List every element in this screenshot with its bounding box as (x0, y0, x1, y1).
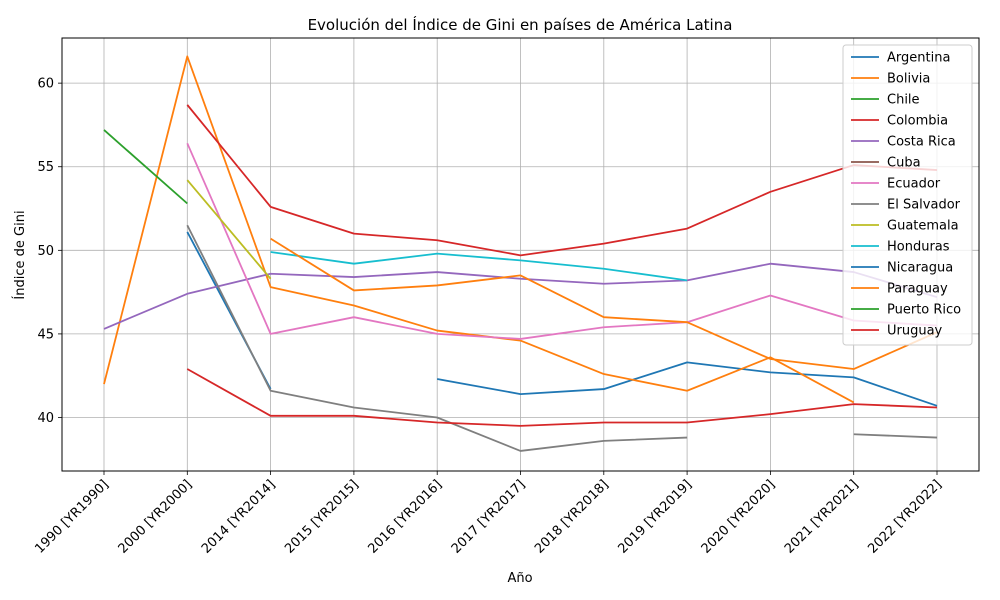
series-line-segment (103, 55, 855, 404)
series-el-salvador (186, 224, 938, 452)
series-line-segment (270, 237, 938, 370)
series-layer (103, 55, 938, 452)
legend-item: Nicaragua (851, 261, 953, 276)
series-line-segment (186, 142, 938, 340)
x-tick-label: 2017 [YR2017] (449, 477, 528, 556)
legend-item: Bolivia (851, 72, 930, 87)
legend-label: Uruguay (887, 324, 943, 339)
legend-label: Honduras (887, 240, 950, 255)
x-tick-label: 2021 [YR2021] (782, 477, 861, 556)
series-line-segment (103, 262, 938, 330)
series-costa-rica (103, 262, 938, 330)
legend-item: Ecuador (851, 177, 941, 192)
series-chile (103, 129, 188, 205)
series-line-segment (103, 129, 188, 205)
tick-layer: 1990 [YR1990] 2000 [YR2000] 2014 [YR2014] 2… (32, 77, 944, 557)
legend-label: Guatemala (887, 219, 959, 234)
series-ecuador (186, 142, 938, 340)
legend-label: Argentina (887, 51, 950, 66)
y-tick-label: 50 (37, 244, 54, 259)
legend-label: Colombia (887, 114, 948, 129)
x-tick-label: 2020 [YR2020] (699, 477, 778, 556)
series-line-segment (270, 251, 688, 282)
x-tick-label: 2015 [YR2015] (282, 477, 361, 556)
series-line-segment (186, 179, 272, 280)
chart-title: Evolución del Índice de Gini en países d… (308, 15, 733, 34)
series-line-segment (186, 368, 938, 427)
legend-item: Costa Rica (851, 135, 956, 150)
legend-item: Colombia (851, 114, 948, 129)
x-tick-label: 2022 [YR2022] (865, 477, 944, 556)
legend-item: Uruguay (851, 324, 943, 339)
legend-label: Bolivia (887, 72, 930, 87)
legend-item: Honduras (851, 240, 950, 255)
x-tick-label: 1990 [YR1990] (32, 477, 111, 556)
legend-item: Guatemala (851, 219, 959, 234)
series-bolivia (103, 55, 855, 404)
x-tick-label: 2000 [YR2000] (116, 477, 195, 556)
legend: Argentina Bolivia Chile Colombia Costa Rica C… (842, 44, 973, 346)
series-line-segment (186, 104, 938, 257)
x-tick-label: 2014 [YR2014] (199, 477, 278, 556)
legend-item: Chile (851, 93, 920, 108)
legend-label: Puerto Rico (887, 303, 961, 318)
legend-label: Costa Rica (887, 135, 956, 150)
series-uruguay (186, 368, 938, 427)
legend-item: El Salvador (851, 198, 961, 213)
y-tick-label: 60 (37, 77, 54, 92)
x-tick-label: 2019 [YR2019] (615, 477, 694, 556)
y-tick-label: 40 (37, 411, 54, 426)
y-tick-label: 55 (37, 160, 54, 175)
legend-label: El Salvador (887, 198, 961, 213)
series-line-segment (437, 361, 938, 407)
y-axis-label: Índice de Gini (12, 210, 28, 299)
series-colombia (186, 104, 938, 257)
series-line-segment (186, 224, 688, 452)
series-guatemala (186, 179, 272, 280)
legend-item: Cuba (851, 156, 921, 171)
legend-label: Ecuador (887, 177, 941, 192)
legend-item: Paraguay (851, 282, 948, 297)
y-tick-label: 45 (37, 327, 54, 342)
legend-label: Chile (887, 93, 920, 108)
series-honduras (270, 251, 688, 282)
x-tick-label: 2018 [YR2018] (532, 477, 611, 556)
legend-item: Argentina (851, 51, 950, 66)
x-tick-label: 2016 [YR2016] (366, 477, 445, 556)
legend-label: Cuba (887, 156, 921, 171)
legend-frame (842, 44, 973, 346)
legend-label: Paraguay (887, 282, 948, 297)
series-paraguay (270, 237, 938, 370)
series-line-segment (853, 433, 938, 439)
x-axis-label: Año (507, 571, 532, 586)
legend-item: Puerto Rico (851, 303, 961, 318)
series-argentina (186, 231, 938, 407)
legend-label: Nicaragua (887, 261, 953, 276)
